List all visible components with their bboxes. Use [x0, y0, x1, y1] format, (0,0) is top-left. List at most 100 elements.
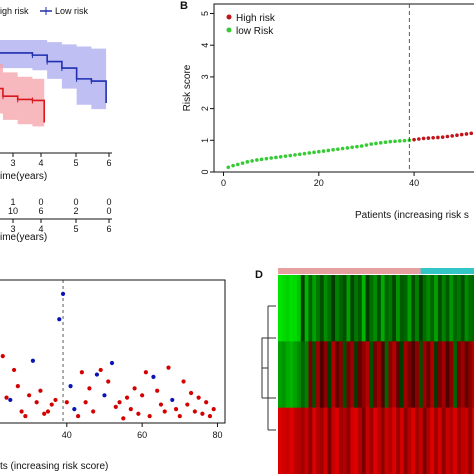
km-x-label: ime(years)	[0, 171, 47, 182]
b-point-low	[331, 148, 335, 152]
heatmap-cell	[373, 407, 378, 474]
heatmap-cell	[392, 407, 397, 474]
risk-table-cell: 0	[73, 197, 78, 207]
b-x-ticks: 0 20 40	[221, 172, 419, 188]
heatmap-cell	[456, 341, 462, 408]
heatmap-cell	[437, 275, 443, 342]
heatmap-cell	[441, 341, 446, 408]
heatmap-cell	[377, 275, 382, 342]
heatmap-cell	[312, 407, 317, 474]
c-x-tick-label: 40	[62, 430, 72, 440]
c-point-dead	[94, 372, 100, 377]
heatmap-cell	[338, 275, 344, 342]
group-bar-high-risk	[278, 268, 421, 274]
c-point-alive	[181, 379, 186, 384]
heatmap-cell	[365, 275, 370, 342]
b-point-high	[464, 132, 469, 136]
heatmap-cell	[456, 275, 462, 342]
km-x-tick-label: 6	[106, 158, 111, 168]
heatmap-cell	[308, 407, 313, 474]
heatmap-cell	[278, 407, 283, 474]
c-point-alive	[19, 409, 24, 414]
b-point-low	[369, 142, 374, 146]
heatmap-cell	[350, 407, 355, 474]
heatmap-cell	[312, 341, 317, 408]
heatmap-cell	[335, 407, 340, 474]
b-point-high	[455, 133, 459, 138]
c-point-alive	[140, 393, 145, 398]
km-legend: igh risk Low risk	[0, 6, 89, 16]
b-point-low	[231, 163, 235, 168]
heatmap-cell	[411, 275, 416, 342]
b-point-low	[259, 157, 264, 162]
b-point-low	[402, 138, 407, 143]
b-point-low	[264, 156, 269, 161]
risk-table-x-tick-label: 4	[38, 224, 43, 234]
heatmap-cell	[441, 407, 446, 474]
heatmap-cell	[456, 407, 462, 474]
heatmap-cell	[407, 407, 412, 474]
risk-table-cell: 0	[38, 197, 43, 207]
heatmap-cell	[399, 275, 405, 342]
b-point-low	[345, 146, 350, 150]
c-point-dead	[68, 383, 73, 389]
heatmap-cell	[312, 275, 317, 342]
heatmap-cell	[464, 341, 469, 408]
heatmap-cell	[430, 407, 435, 474]
c-point-alive	[204, 400, 209, 405]
heatmap-cell	[415, 341, 420, 408]
risk-table-x-ticks: 3 4 5 6	[10, 219, 112, 234]
risk-table-x-tick-label: 3	[10, 224, 15, 234]
b-y-tick-label: 5	[200, 11, 210, 16]
c-point-alive	[143, 370, 148, 375]
c-point-alive	[166, 365, 171, 370]
heatmap-cell	[338, 341, 344, 408]
panel-c: 40 60 80 ts (increasing risk score)	[0, 279, 226, 472]
heatmap-cell	[319, 275, 325, 342]
heatmap-cell	[399, 341, 405, 408]
heatmap-cell	[327, 275, 332, 342]
heatmap-cell	[281, 407, 287, 474]
b-legend-low-marker	[226, 27, 232, 33]
panel-d: D	[255, 268, 474, 474]
heatmap-cell	[304, 407, 309, 474]
heatmap-cell	[388, 341, 393, 408]
risk-table-cell: 0	[106, 206, 111, 216]
b-plot-frame	[213, 3, 474, 173]
heatmap-cell	[422, 275, 427, 342]
c-point-alive	[79, 370, 84, 375]
b-point-high	[417, 137, 421, 141]
heatmap-cell	[434, 275, 439, 342]
c-point-alive	[106, 379, 111, 384]
b-point-high	[459, 132, 464, 137]
c-point-alive	[91, 409, 96, 414]
heatmap-cell	[403, 275, 408, 342]
b-point-low	[393, 139, 397, 144]
heatmap-cell	[460, 407, 465, 474]
c-point-dead	[151, 374, 156, 379]
km-plot	[0, 40, 107, 127]
km-ci-band-low	[0, 40, 107, 110]
km-curve-high	[0, 87, 46, 123]
c-point-alive	[11, 367, 17, 373]
b-point-low	[317, 149, 321, 154]
b-point-low	[359, 144, 364, 148]
heatmap-cell	[319, 407, 325, 474]
b-point-high	[412, 137, 416, 142]
b-point-low	[336, 147, 340, 151]
c-point-alive	[53, 397, 58, 403]
b-point-low	[312, 150, 316, 155]
risk-table-cell: 6	[38, 206, 43, 216]
b-point-low	[321, 149, 326, 153]
heatmap-cell	[415, 275, 420, 342]
c-point-dead	[30, 358, 35, 363]
b-point-low	[288, 153, 293, 158]
c-point-dead	[60, 291, 66, 296]
heatmap-cell	[441, 275, 446, 342]
c-point-alive	[162, 409, 167, 414]
heatmap-cell	[331, 341, 336, 408]
heatmap-cell	[437, 407, 443, 474]
heatmap-cell	[354, 275, 359, 342]
